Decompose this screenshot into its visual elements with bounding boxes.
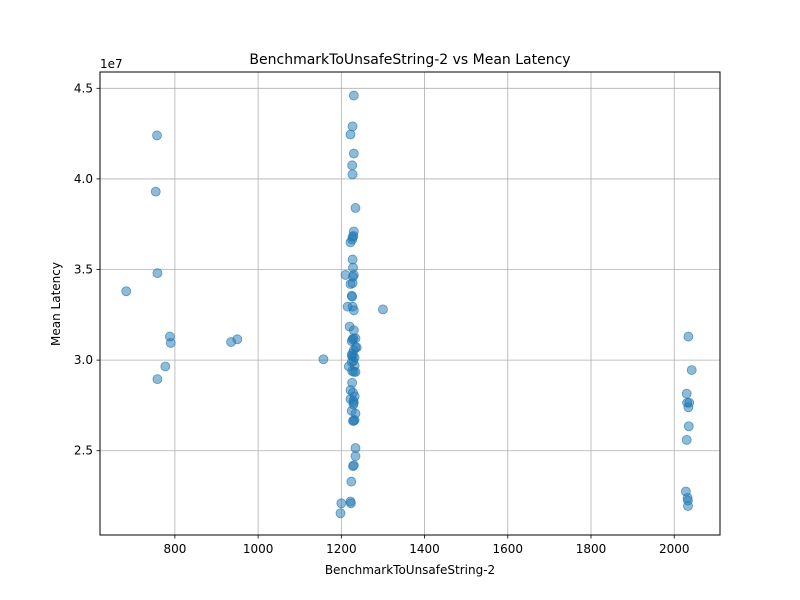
data-point [349,352,360,363]
data-point [347,291,358,302]
y-tick-label: 4.0 [74,172,93,186]
y-axis-offset-label: 1e7 [100,57,123,71]
data-point [347,160,358,171]
data-point [348,148,359,159]
data-point [150,186,161,197]
x-tick-label: 1600 [493,542,524,556]
x-axis-label: BenchmarkToUnsafeString-2 [325,563,495,577]
data-point [348,305,359,316]
data-point [336,498,347,509]
y-tick-label: 3.0 [74,353,93,367]
data-point [683,501,693,511]
data-point [350,203,361,213]
data-point [348,460,359,471]
data-point [350,443,361,453]
data-point [348,270,359,280]
data-point [152,374,163,385]
y-tick-label: 2.5 [74,444,93,458]
x-tick-label: 1200 [326,542,357,556]
grid-lines [100,72,720,535]
data-point [318,354,329,365]
data-points [121,90,697,519]
data-point [350,408,361,419]
data-point [347,377,358,388]
data-point [349,391,360,402]
x-tick-label: 800 [163,542,186,556]
x-tick-label: 1800 [576,542,607,556]
y-axis-ticks: 2.5 3.0 3.5 4.0 4.5 [74,81,100,458]
data-point [683,331,694,342]
data-point [152,130,162,141]
data-point [347,169,358,180]
data-point [346,498,356,509]
data-point [683,421,694,432]
data-point [152,268,163,279]
data-point [121,286,132,297]
y-axis-label: Mean Latency [49,262,63,346]
data-point [347,254,358,265]
data-point [348,226,359,237]
data-point [160,361,171,372]
data-point [351,342,362,353]
data-point [165,338,176,348]
data-point [348,325,359,336]
y-tick-label: 4.5 [74,81,93,95]
data-point [378,304,388,315]
data-point [347,121,358,132]
plot-frame [99,71,721,536]
x-tick-label: 1400 [409,542,440,556]
data-point [335,508,346,519]
data-point [684,397,695,408]
data-point [350,333,361,344]
x-tick-label: 1000 [243,542,274,556]
x-tick-label: 2000 [659,542,690,556]
y-tick-label: 3.5 [74,263,93,277]
data-point [232,334,243,345]
data-point [348,90,359,101]
data-point [350,367,361,377]
data-point [345,129,356,140]
data-point [681,388,692,399]
x-axis-ticks: 800 1000 1200 1400 1600 1800 2000 [163,535,690,556]
data-point [681,434,692,445]
data-point [350,451,361,462]
chart-title: BenchmarkToUnsafeString-2 vs Mean Latenc… [249,52,570,68]
data-point [686,365,697,375]
data-point [346,476,357,487]
